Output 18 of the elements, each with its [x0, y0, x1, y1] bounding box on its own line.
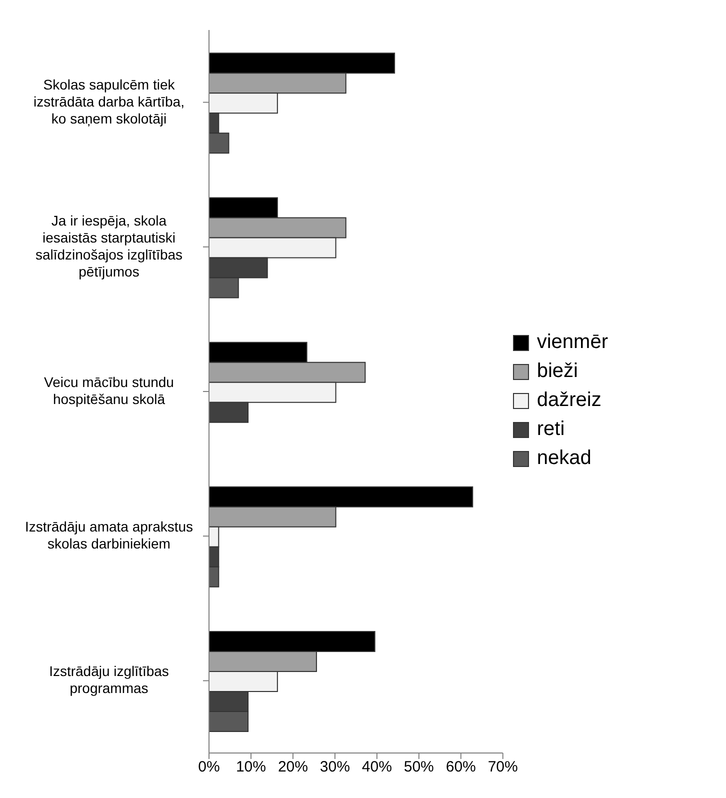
legend-label: reti — [536, 418, 565, 441]
x-tick-label: 60% — [446, 758, 476, 776]
x-tick-label: 50% — [404, 758, 434, 776]
y-tick-label: Izstrādāju amata aprakstus skolas darbiniekiem — [24, 518, 194, 552]
legend-label: nekad — [536, 447, 592, 470]
x-tick-label: 0% — [198, 758, 220, 776]
legend-label: vienmēr — [536, 331, 608, 354]
y-tick-label: Ja ir iespēja, skola iesaistās starptautiski salīdzinošajos izglītības pētījumos — [35, 212, 183, 280]
x-tick-label: 20% — [278, 758, 308, 776]
x-tick-label: 40% — [362, 758, 392, 776]
x-tick-label: 70% — [488, 758, 518, 776]
y-tick-label: Skolas sapulcēm tiek izstrādāta darba kārtība, ko saņem skolotāji — [34, 76, 184, 126]
legend-label: bieži — [536, 360, 578, 383]
x-tick-label: 30% — [320, 758, 350, 776]
legend-label: dažreiz — [536, 389, 602, 412]
y-tick-label: Izstrādāju izglītības programmas — [49, 662, 169, 696]
x-tick-label: 10% — [236, 758, 266, 776]
y-tick-label: Veicu mācību stundu hospitēšanu skolā — [44, 374, 174, 407]
